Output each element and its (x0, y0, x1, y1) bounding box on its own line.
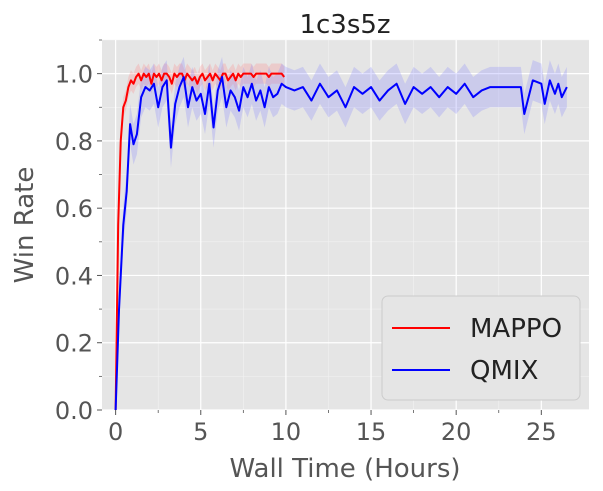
line-qmix (114, 76, 568, 411)
x-tick-label: 25 (526, 418, 557, 446)
x-tick-label: 20 (441, 418, 472, 446)
y-tick-label: 0.0 (55, 397, 93, 425)
x-axis-ticks: 0 5 10 15 20 25 (108, 410, 557, 446)
series-lines (114, 72, 568, 411)
legend-label-qmix: QMIX (470, 356, 538, 386)
y-tick-label: 0.6 (55, 195, 93, 223)
y-axis-label: Win Rate (10, 167, 40, 284)
legend: MAPPO QMIX (381, 295, 581, 401)
x-tick-label: 15 (356, 418, 387, 446)
y-tick-label: 0.8 (55, 128, 93, 156)
y-tick-label: 1.0 (55, 61, 93, 89)
legend-label-mappo: MAPPO (470, 314, 562, 344)
chart-title: 1c3s5z (299, 10, 390, 40)
x-tick-label: 5 (193, 418, 208, 446)
x-tick-label: 0 (108, 418, 123, 446)
y-axis-ticks: 0.0 0.2 0.4 0.6 0.8 1.0 (55, 39, 102, 425)
line-mappo (114, 72, 285, 411)
y-tick-label: 0.4 (55, 262, 93, 290)
legend-box (381, 295, 581, 401)
y-tick-label: 0.2 (55, 330, 93, 358)
x-tick-label: 10 (271, 418, 302, 446)
x-axis-label: Wall Time (Hours) (229, 454, 460, 484)
